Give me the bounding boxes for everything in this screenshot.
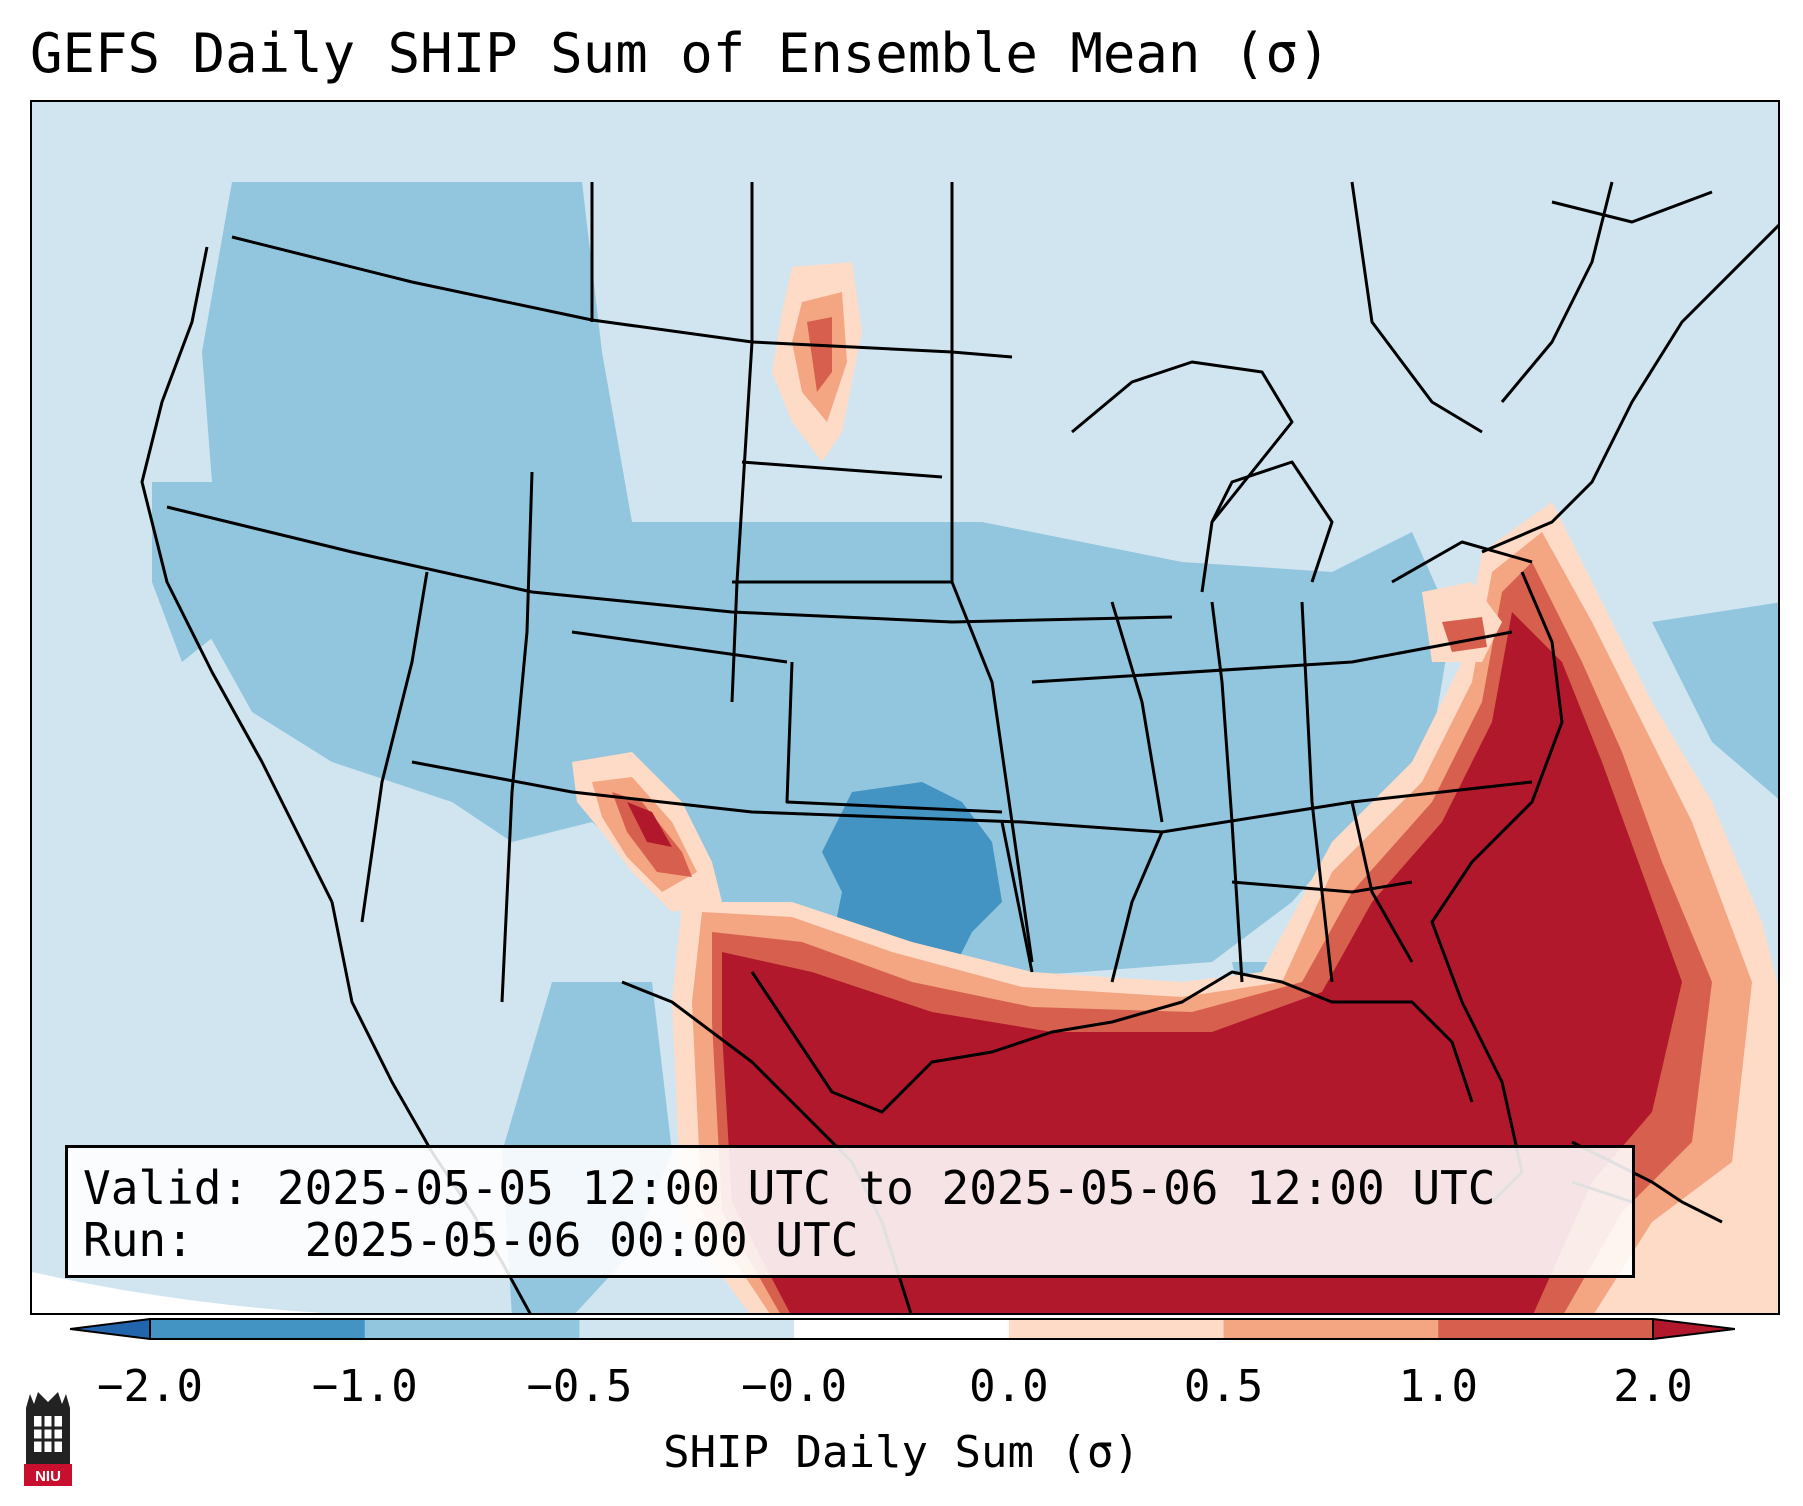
colorbar-tick-label: 0.0 <box>969 1361 1049 1412</box>
colorbar-extend-high <box>1652 1318 1735 1340</box>
north-dakota-anomaly <box>772 262 862 462</box>
chart-title: GEFS Daily SHIP Sum of Ensemble Mean (σ) <box>30 22 1331 85</box>
colorbar-tick-label: −2.0 <box>97 1361 203 1412</box>
valid-label: Valid: <box>83 1161 250 1215</box>
colorbar-bin <box>1438 1319 1654 1339</box>
colorbar-tick-label: 2.0 <box>1613 1361 1693 1412</box>
colorbar-label: SHIP Daily Sum (σ) <box>663 1427 1140 1478</box>
colorbar-bin <box>579 1319 795 1339</box>
valid-time-range: 2025-05-05 12:00 UTC to 2025-05-06 12:00… <box>276 1161 1496 1215</box>
new-mexico-anomaly <box>572 752 722 912</box>
colorbar-tick-label: −0.0 <box>741 1361 848 1412</box>
colorbar-bin <box>364 1319 580 1339</box>
colorbar-extend-low <box>70 1318 151 1340</box>
niu-logo: NIU <box>24 1392 72 1486</box>
run-line: Run: 2025-05-06 00:00 UTC <box>83 1214 1632 1266</box>
gulf-atlantic-anomaly <box>672 502 1778 1313</box>
colorbar-tick-label: 0.5 <box>1183 1361 1264 1412</box>
logo-text: NIU <box>35 1468 61 1485</box>
colorbar-bin <box>150 1319 366 1339</box>
run-label: Run: <box>83 1213 194 1267</box>
colorbar-bin <box>794 1319 1010 1339</box>
colorbar-bin <box>1223 1319 1439 1339</box>
colorbar-tick-label: −0.5 <box>526 1361 633 1412</box>
colorbar-bin <box>1008 1319 1225 1339</box>
colorbar-tick-label: −1.0 <box>311 1361 418 1412</box>
colorbar-tick-label: 1.0 <box>1398 1361 1479 1412</box>
validity-info-box: Valid: 2025-05-05 12:00 UTC to 2025-05-0… <box>65 1145 1635 1278</box>
map-panel <box>30 100 1780 1315</box>
map-canvas <box>32 102 1778 1313</box>
run-time: 2025-05-06 00:00 UTC <box>304 1213 859 1267</box>
valid-line: Valid: 2025-05-05 12:00 UTC to 2025-05-0… <box>83 1162 1632 1214</box>
projection-edge <box>32 1272 323 1313</box>
colorbar <box>70 1318 1735 1340</box>
